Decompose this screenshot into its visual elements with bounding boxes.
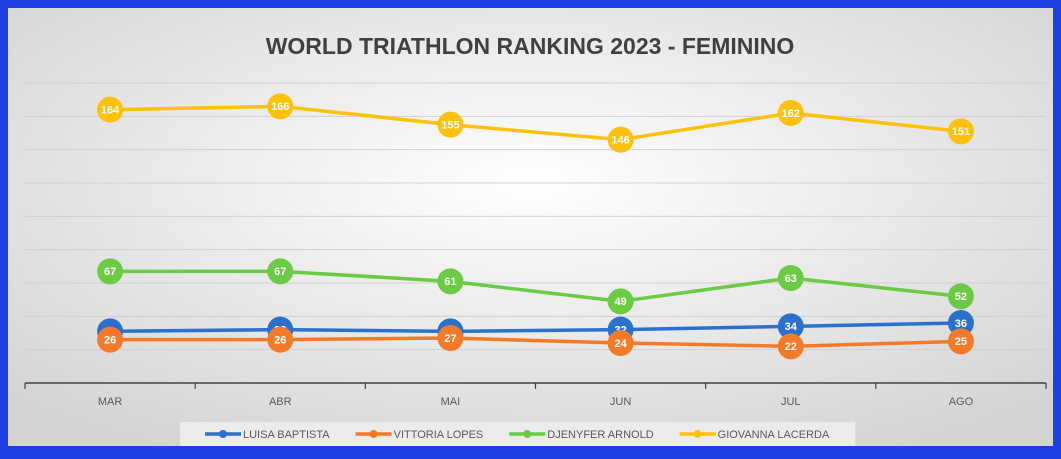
data-label: 164 xyxy=(101,105,120,117)
x-tick-label: JUL xyxy=(781,396,801,408)
data-label: 36 xyxy=(955,318,967,330)
marker xyxy=(777,313,804,340)
data-label: 49 xyxy=(614,296,626,308)
x-tick-label: MAI xyxy=(441,396,461,408)
x-tick-label: MAR xyxy=(98,396,123,408)
marker xyxy=(437,325,464,351)
marker xyxy=(97,96,124,123)
chart-title: WORLD TRIATHLON RANKING 2023 - FEMININO xyxy=(266,33,795,59)
marker xyxy=(777,333,804,360)
data-label: 24 xyxy=(614,338,627,350)
series-line xyxy=(108,269,963,304)
x-tick-label: AGO xyxy=(949,396,974,408)
data-label: 162 xyxy=(782,108,800,120)
data-label: 67 xyxy=(104,266,116,278)
data-label: 27 xyxy=(444,333,456,345)
legend-marker xyxy=(369,430,378,438)
data-label: 34 xyxy=(785,321,798,333)
data-label: 26 xyxy=(104,335,116,347)
legend-label: VITTORIA LOPES xyxy=(394,429,484,441)
panel xyxy=(8,8,1053,446)
marker xyxy=(777,100,804,126)
marker xyxy=(777,265,804,291)
data-label: 22 xyxy=(785,341,797,353)
legend-label: LUISA BAPTISTA xyxy=(243,429,330,441)
marker xyxy=(267,93,294,120)
x-tick-label: JUN xyxy=(610,396,631,408)
data-label: 151 xyxy=(952,126,970,138)
marker xyxy=(607,288,634,315)
data-label: 52 xyxy=(955,291,967,303)
data-label: 166 xyxy=(271,101,289,113)
x-tick-label: ABR xyxy=(269,396,292,408)
data-label: 67 xyxy=(274,266,286,278)
marker xyxy=(437,111,464,138)
data-label: 25 xyxy=(955,336,967,348)
marker xyxy=(947,328,974,355)
legend-marker xyxy=(693,430,702,438)
data-label: 26 xyxy=(274,335,286,347)
marker xyxy=(267,258,294,285)
data-label: 146 xyxy=(611,135,629,147)
legend-label: GIOVANNA LACERDA xyxy=(718,429,830,441)
marker xyxy=(437,268,464,295)
marker xyxy=(947,118,974,145)
marker xyxy=(947,310,974,336)
series-line xyxy=(108,104,963,142)
marker xyxy=(267,326,294,353)
data-label: 155 xyxy=(441,120,459,132)
series-line xyxy=(108,321,963,334)
series-line xyxy=(108,336,963,349)
legend-marker xyxy=(219,430,227,438)
legend-label: DJENYFER ARNOLD xyxy=(547,429,653,441)
legend-marker xyxy=(523,430,532,438)
marker xyxy=(97,258,124,285)
data-label: 61 xyxy=(444,276,456,288)
marker xyxy=(97,326,124,353)
marker xyxy=(947,283,974,310)
marker xyxy=(607,330,634,356)
data-label: 63 xyxy=(785,273,797,285)
marker xyxy=(607,126,634,153)
